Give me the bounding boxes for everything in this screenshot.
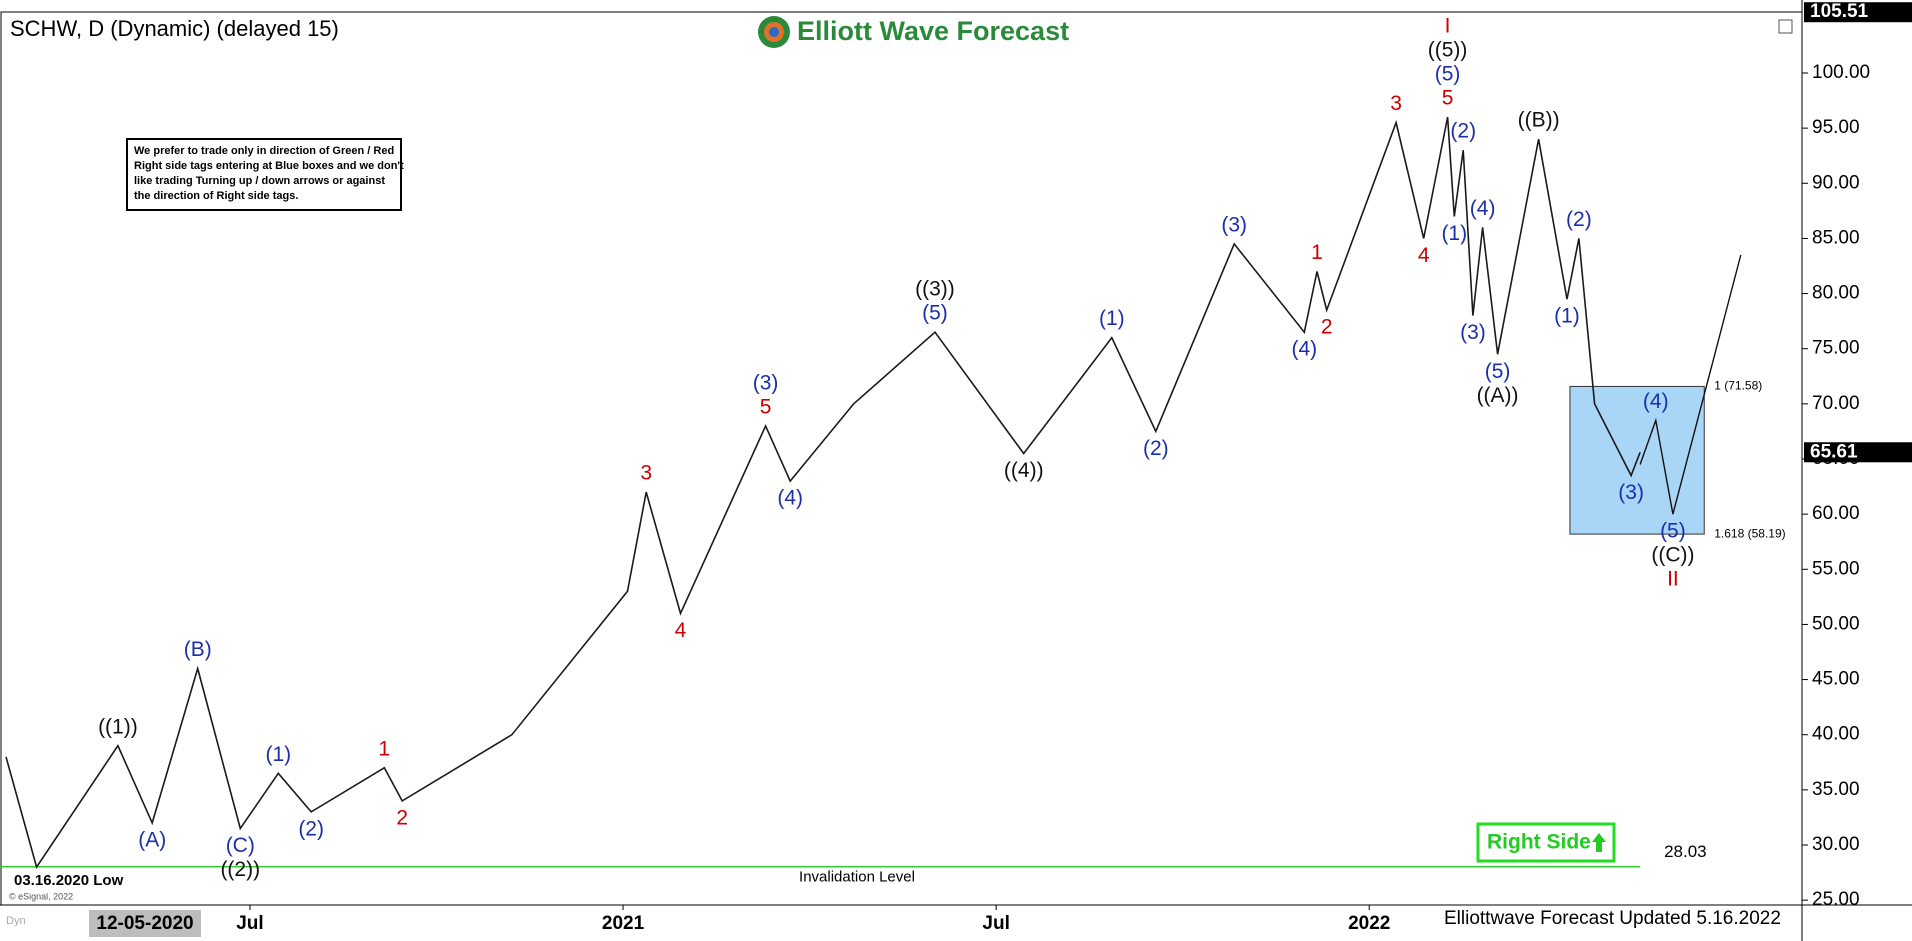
y-tick-label: 85.00 xyxy=(1812,227,1860,248)
y-tick-label: 70.00 xyxy=(1812,393,1860,414)
wave-label: 5 xyxy=(760,395,772,418)
wave-label: (4) xyxy=(1643,390,1669,413)
right-side-frame xyxy=(1476,822,1616,863)
wave-label: 4 xyxy=(675,619,687,642)
wave-label: (5) xyxy=(922,302,948,325)
cursor-date-box xyxy=(89,910,201,937)
y-tick-label: 35.00 xyxy=(1812,779,1860,800)
wave-label: ((2)) xyxy=(220,858,260,881)
wave-label: (3) xyxy=(753,371,779,394)
copyright: © eSignal, 2022 xyxy=(9,891,73,901)
wave-label: (1) xyxy=(1441,222,1467,245)
last-price: 65.61 xyxy=(1810,441,1858,462)
wave-label: ((C)) xyxy=(1651,544,1694,567)
wave-label: (2) xyxy=(1566,208,1592,231)
price-line xyxy=(5,116,1641,869)
note-line: like trading Turning up / down arrows or… xyxy=(134,175,385,187)
last-price-box xyxy=(1804,442,1912,463)
wave-label: (3) xyxy=(1460,321,1486,344)
projection-line xyxy=(1639,254,1742,515)
wave-label: ((3)) xyxy=(915,278,955,301)
y-tick-label: 95.00 xyxy=(1812,117,1860,138)
right-side-text: Right Side xyxy=(1487,831,1591,854)
wave-label: 1 xyxy=(378,737,390,760)
invalidation-value: 28.03 xyxy=(1664,842,1707,861)
high-price-box xyxy=(1804,2,1912,23)
y-tick-label: 60.00 xyxy=(1812,503,1860,524)
note-line: Right side tags entering at Blue boxes a… xyxy=(134,160,404,172)
wave-label: 1 xyxy=(1311,241,1323,264)
note-line: We prefer to trade only in direction of … xyxy=(134,145,394,157)
wave-label: (4) xyxy=(1291,338,1317,361)
box-label: 1.618 (58.19) xyxy=(1714,526,1785,540)
cursor-date: 12-05-2020 xyxy=(96,913,193,934)
wave-label: (1) xyxy=(265,743,291,766)
high-price: 105.51 xyxy=(1810,1,1869,22)
y-tick-label: 90.00 xyxy=(1812,172,1860,193)
right-side-tag: Right Side xyxy=(1476,822,1616,863)
wave-label: (2) xyxy=(298,817,324,840)
wave-label: (C) xyxy=(226,834,255,857)
x-tick-label: Jul xyxy=(236,913,263,934)
box-label: 1 (71.58) xyxy=(1714,379,1762,393)
wave-label: (B) xyxy=(184,638,212,661)
wave-label: (A) xyxy=(138,828,166,851)
x-tick-label: 2021 xyxy=(602,913,645,934)
note-line: the direction of Right side tags. xyxy=(134,190,298,202)
chart-title: SCHW, D (Dynamic) (delayed 15) xyxy=(10,16,339,41)
low-label: 03.16.2020 Low xyxy=(14,872,124,889)
y-tick-label: 75.00 xyxy=(1812,338,1860,359)
y-tick-label: 25.00 xyxy=(1812,889,1860,910)
wave-label: ((4)) xyxy=(1004,459,1044,482)
wave-label: ((A)) xyxy=(1477,384,1519,407)
wave-label: (1) xyxy=(1099,307,1125,330)
wave-label: (5) xyxy=(1485,360,1511,383)
logo: Elliott Wave Forecast xyxy=(758,16,1069,48)
wave-label: ((1)) xyxy=(98,715,138,738)
wave-label: 2 xyxy=(396,806,408,829)
wave-label: (2) xyxy=(1143,437,1169,460)
wave-label: 4 xyxy=(1418,244,1430,267)
logo-icon-core xyxy=(769,27,779,37)
wave-label: I xyxy=(1445,15,1451,38)
x-tick-label: Jul xyxy=(982,913,1009,934)
y-tick-label: 45.00 xyxy=(1812,669,1860,690)
wave-label: (1) xyxy=(1554,305,1580,328)
dyn-label: Dyn xyxy=(6,915,26,927)
y-tick-label: 40.00 xyxy=(1812,724,1860,745)
wave-label: (5) xyxy=(1660,520,1686,543)
wave-label: (3) xyxy=(1221,213,1247,236)
logo-text: Elliott Wave Forecast xyxy=(797,16,1069,46)
wave-label: II xyxy=(1667,568,1679,591)
wave-label: (2) xyxy=(1450,120,1476,143)
wave-label: ((B)) xyxy=(1518,109,1560,132)
x-tick-label: 2022 xyxy=(1348,913,1390,934)
wave-label: (4) xyxy=(1470,197,1496,220)
window-icon[interactable] xyxy=(1778,19,1793,34)
wave-label: 3 xyxy=(640,462,652,485)
wave-label: (5) xyxy=(1435,63,1461,86)
wave-label: (3) xyxy=(1618,481,1644,504)
wave-label: (4) xyxy=(777,487,803,510)
wave-label: 2 xyxy=(1321,316,1333,339)
note-frame xyxy=(126,138,402,211)
right-side-arrow xyxy=(1592,833,1606,852)
y-tick-label: 100.00 xyxy=(1812,62,1870,83)
y-tick-label: 50.00 xyxy=(1812,613,1860,634)
wave-label: ((5)) xyxy=(1428,39,1468,62)
note-box: We prefer to trade only in direction of … xyxy=(126,138,404,211)
wave-label: 3 xyxy=(1390,92,1402,115)
y-tick-label: 80.00 xyxy=(1812,283,1860,304)
y-tick-label: 30.00 xyxy=(1812,834,1860,855)
footer: Elliottwave Forecast Updated 5.16.2022 xyxy=(1444,908,1781,929)
y-tick-label: 55.00 xyxy=(1812,558,1860,579)
invalidation-label: Invalidation Level xyxy=(799,869,915,886)
wave-label: 5 xyxy=(1442,87,1454,110)
